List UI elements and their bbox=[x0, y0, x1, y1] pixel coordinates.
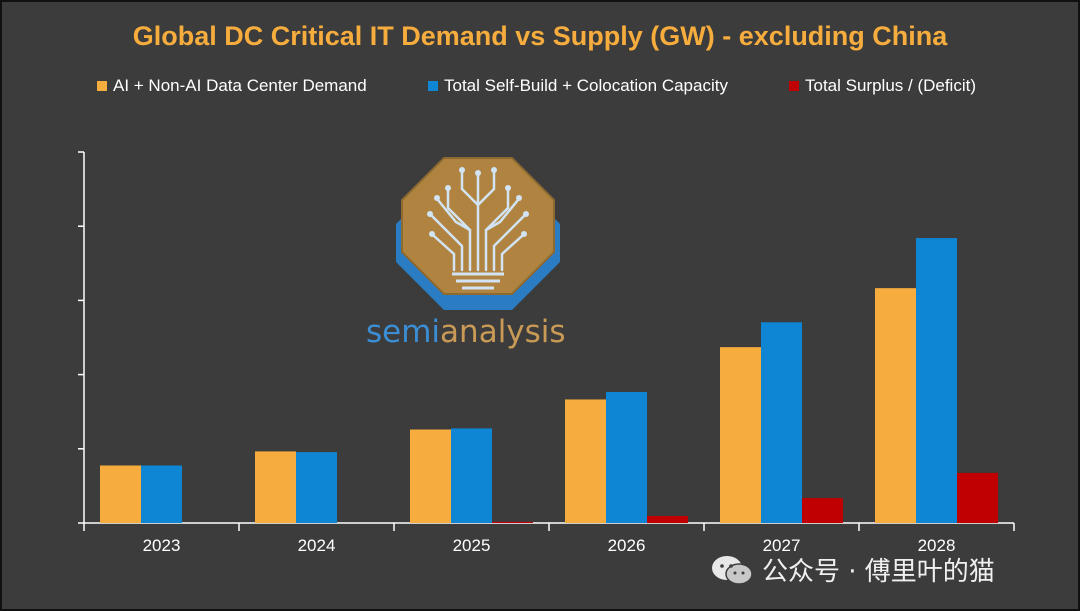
bar-capacity-2026 bbox=[606, 392, 647, 523]
legend-label-demand: AI + Non-AI Data Center Demand bbox=[113, 76, 367, 95]
bar-surplus-2027 bbox=[802, 498, 843, 523]
semianalysis-logo: semianalysis bbox=[366, 157, 566, 350]
logo-circuit-tree-icon bbox=[430, 170, 526, 272]
watermark: 公众号 · 傅里叶的猫 bbox=[710, 551, 995, 588]
bar-capacity-2025 bbox=[451, 428, 492, 523]
wechat-icon bbox=[712, 555, 753, 585]
bar-capacity-2027 bbox=[761, 322, 802, 523]
logo-wordmark: semianalysis bbox=[366, 314, 566, 350]
bar-demand-2023 bbox=[100, 465, 141, 523]
bar-surplus-2026 bbox=[647, 515, 688, 523]
x-tick-label-2024: 2024 bbox=[298, 536, 336, 555]
bar-demand-2024 bbox=[255, 451, 296, 523]
axes-layer bbox=[78, 151, 1015, 531]
legend-item-demand: AI + Non-AI Data Center Demand bbox=[97, 76, 367, 96]
legend-label-surplus: Total Surplus / (Deficit) bbox=[805, 76, 976, 95]
x-tick-label-2023: 2023 bbox=[143, 536, 181, 555]
legend-item-capacity: Total Self-Build + Colocation Capacity bbox=[428, 76, 728, 96]
logo-bulb-base-icon bbox=[452, 272, 504, 290]
bar-capacity-2023 bbox=[141, 465, 182, 523]
legend-swatch-demand bbox=[97, 81, 107, 91]
bar-demand-2026 bbox=[565, 399, 606, 523]
bar-demand-2028 bbox=[875, 288, 916, 523]
watermark-text: 公众号 · 傅里叶的猫 bbox=[762, 557, 995, 587]
chart-title: Global DC Critical IT Demand vs Supply (… bbox=[132, 21, 948, 51]
bar-capacity-2028 bbox=[916, 238, 957, 523]
x-tick-label-2028: 2028 bbox=[918, 536, 956, 555]
legend-swatch-surplus bbox=[789, 81, 799, 91]
logo-circuit-nodes bbox=[427, 167, 529, 237]
x-tick-label-2026: 2026 bbox=[608, 536, 646, 555]
bar-surplus-2028 bbox=[957, 472, 998, 523]
legend-label-capacity: Total Self-Build + Colocation Capacity bbox=[444, 76, 728, 95]
bars-layer bbox=[100, 238, 998, 523]
labels-layer: 2023 2024 2025 2026 2027 2028 bbox=[143, 536, 956, 555]
bar-surplus-2025 bbox=[492, 521, 533, 523]
bar-demand-2025 bbox=[410, 429, 451, 523]
legend-swatch-capacity bbox=[428, 81, 438, 91]
bar-capacity-2024 bbox=[296, 452, 337, 523]
x-tick-label-2025: 2025 bbox=[453, 536, 491, 555]
x-tick-label-2027: 2027 bbox=[763, 536, 801, 555]
bar-demand-2027 bbox=[720, 347, 761, 523]
legend-item-surplus: Total Surplus / (Deficit) bbox=[789, 76, 976, 96]
